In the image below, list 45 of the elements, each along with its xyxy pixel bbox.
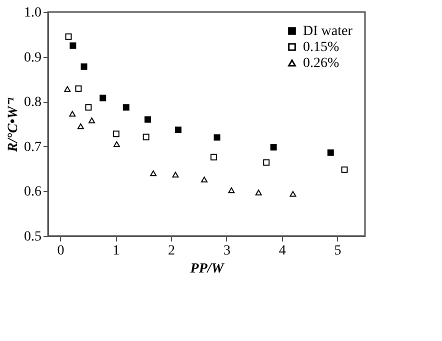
point bbox=[113, 141, 120, 148]
point bbox=[144, 116, 151, 123]
legend-label: DI water bbox=[303, 24, 353, 39]
point bbox=[270, 144, 277, 151]
x-axis-title: PP/W bbox=[190, 262, 226, 276]
y-tick-label: 0.8 bbox=[24, 95, 42, 110]
point bbox=[210, 154, 217, 160]
point bbox=[228, 187, 235, 194]
x-tick-label: 5 bbox=[334, 244, 342, 258]
x-tick-label: 3 bbox=[223, 244, 230, 258]
point bbox=[201, 176, 208, 182]
point bbox=[174, 126, 182, 134]
x-tick-label: 2 bbox=[168, 244, 176, 258]
y-tick-label: 0.7 bbox=[24, 140, 42, 155]
point bbox=[112, 130, 120, 138]
y-tick-label: 0.5 bbox=[24, 230, 42, 244]
point bbox=[263, 159, 270, 166]
point bbox=[69, 110, 76, 117]
point bbox=[70, 42, 76, 49]
point bbox=[80, 63, 88, 70]
point bbox=[172, 172, 179, 178]
point bbox=[255, 190, 262, 196]
y-tick-label: 1.0 bbox=[24, 6, 42, 20]
point bbox=[290, 191, 296, 197]
y-tick-label: 0.6 bbox=[24, 184, 42, 200]
x-tick-label: 1 bbox=[112, 244, 120, 258]
point bbox=[77, 123, 84, 130]
point bbox=[65, 33, 72, 40]
point bbox=[214, 134, 220, 141]
y-tick-label: 0.9 bbox=[24, 50, 42, 66]
point bbox=[142, 134, 150, 140]
y-axis-title: R/°C•W⁻¹ bbox=[6, 97, 21, 153]
point bbox=[100, 94, 106, 102]
x-tick-label: 0 bbox=[57, 244, 64, 258]
point bbox=[64, 86, 71, 92]
legend-label: 0.15% bbox=[303, 40, 340, 55]
point bbox=[122, 104, 130, 111]
point bbox=[88, 118, 96, 124]
x-tick-label: 4 bbox=[278, 244, 286, 258]
point bbox=[341, 166, 348, 173]
point bbox=[85, 104, 92, 111]
point bbox=[150, 170, 157, 176]
point bbox=[75, 85, 82, 92]
legend-label: 0.26% bbox=[303, 56, 340, 71]
point bbox=[327, 149, 334, 156]
